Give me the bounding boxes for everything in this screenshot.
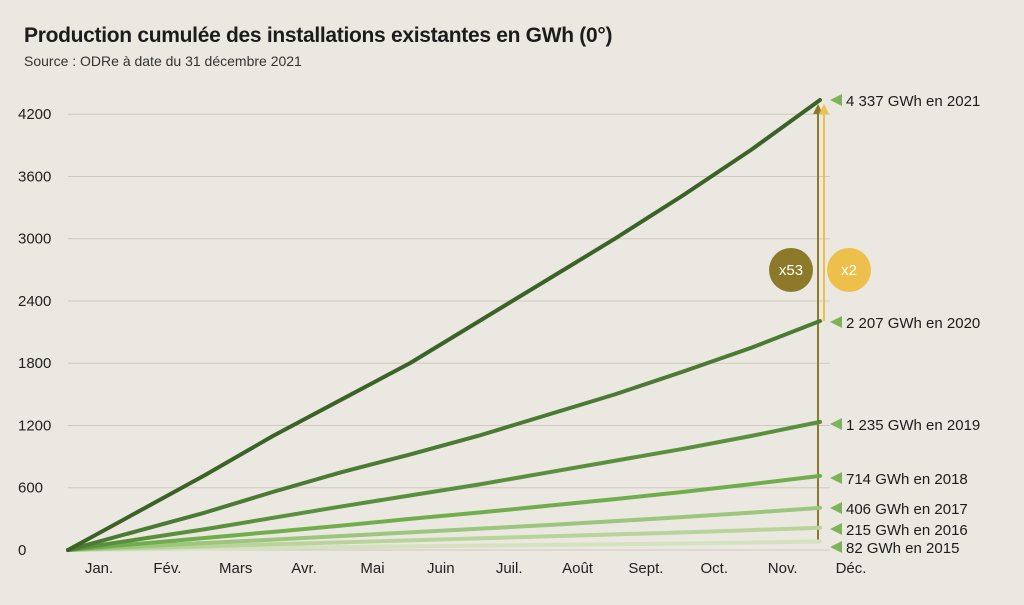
- end-label: 215 GWh en 2016: [846, 522, 968, 539]
- series-line: [66, 505, 822, 552]
- series-line: [66, 98, 822, 552]
- x-tick-label: Mars: [219, 560, 252, 577]
- x-tick-label: Nov.: [768, 560, 798, 577]
- x-tick-label: Fév.: [153, 560, 181, 577]
- end-marker: [830, 418, 842, 430]
- y-tick-label: 4200: [18, 106, 51, 123]
- x-tick-label: Juil.: [496, 560, 523, 577]
- multiplier-arrowhead: [819, 104, 829, 114]
- series-line: [66, 539, 822, 552]
- chart-title: Production cumulée des installations exi…: [24, 24, 613, 47]
- x-tick-label: Juin: [427, 560, 455, 577]
- multiplier-badge-label: x53: [779, 262, 803, 279]
- series-lines: [66, 98, 822, 552]
- y-tick-label: 600: [18, 480, 43, 497]
- chart-subtitle: Source : ODRe à date du 31 décembre 2021: [24, 53, 302, 69]
- end-marker: [830, 94, 842, 106]
- x-tick-label: Mai: [360, 560, 384, 577]
- end-label: 4 337 GWh en 2021: [846, 93, 980, 110]
- end-label: 2 207 GWh en 2020: [846, 315, 980, 332]
- y-tick-label: 3600: [18, 168, 51, 185]
- y-axis-ticks: 0 600 1200 1800 2400 3000 3600 4200: [18, 106, 51, 559]
- end-label: 82 GWh en 2015: [846, 540, 959, 557]
- end-marker: [830, 541, 842, 553]
- end-label: 714 GWh en 2018: [846, 471, 968, 488]
- y-tick-label: 1800: [18, 355, 51, 372]
- y-tick-label: 2400: [18, 293, 51, 310]
- x-axis-ticks: Jan. Fév. Mars Avr. Mai Juin Juil. Août Sept. Oct…: [85, 560, 867, 577]
- multiplier-annotations: x53 x2: [769, 104, 871, 542]
- x-tick-label: Jan.: [85, 560, 113, 577]
- y-tick-label: 3000: [18, 231, 51, 248]
- y-tick-label: 1200: [18, 417, 51, 434]
- multiplier-badge-label: x2: [841, 262, 857, 279]
- end-marker: [830, 472, 842, 484]
- series-line: [66, 419, 822, 552]
- y-tick-label: 0: [18, 542, 26, 559]
- x-tick-label: Oct.: [701, 560, 729, 577]
- x-tick-label: Sept.: [628, 560, 663, 577]
- end-label: 406 GWh en 2017: [846, 501, 968, 518]
- multiplier-badge: [827, 248, 871, 292]
- end-marker: [830, 316, 842, 328]
- x-tick-label: Avr.: [291, 560, 317, 577]
- series-line: [66, 525, 822, 552]
- x-tick-label: Août: [562, 560, 594, 577]
- series-line: [66, 319, 822, 552]
- end-label: 1 235 GWh en 2019: [846, 417, 980, 434]
- end-marker: [830, 523, 842, 535]
- series-line: [66, 473, 822, 552]
- x-tick-label: Déc.: [836, 560, 867, 577]
- gridlines: [68, 113, 830, 551]
- multiplier-badge: [769, 248, 813, 292]
- end-marker: [830, 502, 842, 514]
